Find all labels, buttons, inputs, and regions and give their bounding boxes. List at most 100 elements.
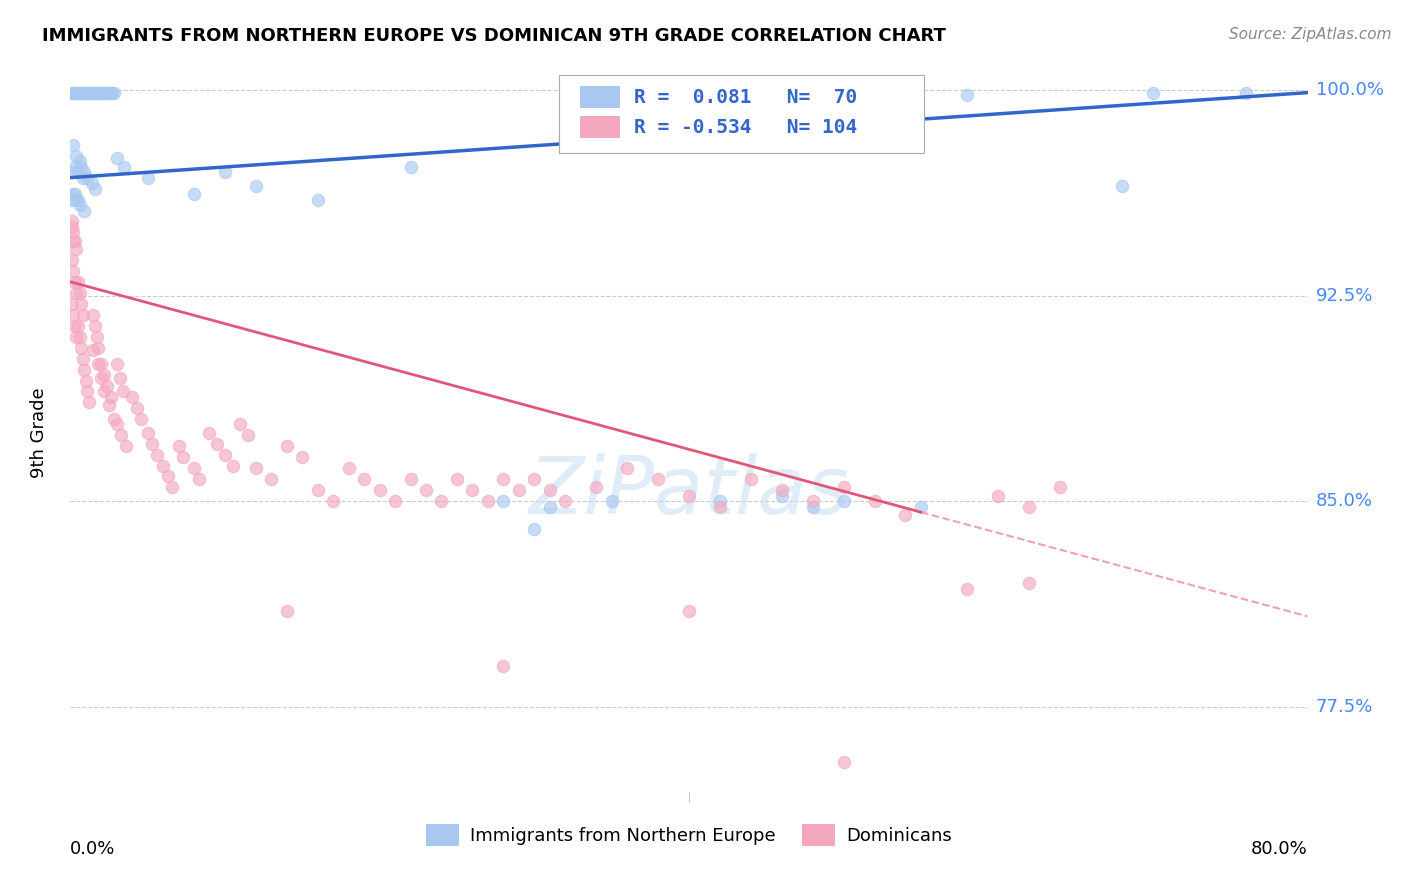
Point xyxy=(832,494,855,508)
Point xyxy=(75,374,97,388)
Point xyxy=(62,308,84,322)
Point xyxy=(446,472,468,486)
Point xyxy=(87,86,110,100)
Point xyxy=(65,285,87,300)
Point xyxy=(86,86,108,100)
Point xyxy=(291,450,314,465)
Point xyxy=(110,428,132,442)
Text: 92.5%: 92.5% xyxy=(1316,286,1374,304)
Point xyxy=(214,448,236,462)
Point xyxy=(73,203,96,218)
Point xyxy=(76,384,98,399)
Point xyxy=(70,297,93,311)
Point xyxy=(63,187,86,202)
Point xyxy=(1234,86,1257,100)
Point xyxy=(79,86,101,100)
Point xyxy=(84,181,107,195)
Point xyxy=(91,86,114,100)
Point xyxy=(93,86,115,100)
Point xyxy=(63,234,86,248)
Text: 0.0%: 0.0% xyxy=(70,840,115,858)
Point xyxy=(399,160,422,174)
Point xyxy=(1049,480,1071,494)
Text: Source: ZipAtlas.com: Source: ZipAtlas.com xyxy=(1229,27,1392,42)
Point xyxy=(70,86,93,100)
Point xyxy=(678,604,700,618)
Point xyxy=(276,439,298,453)
Point xyxy=(67,165,90,179)
Point xyxy=(65,329,87,343)
Point xyxy=(60,219,83,234)
Point xyxy=(94,86,117,100)
Point xyxy=(585,480,607,494)
Text: 77.5%: 77.5% xyxy=(1316,698,1374,715)
Point xyxy=(538,483,561,498)
Text: IMMIGRANTS FROM NORTHERN EUROPE VS DOMINICAN 9TH GRADE CORRELATION CHART: IMMIGRANTS FROM NORTHERN EUROPE VS DOMIN… xyxy=(42,27,946,45)
Point xyxy=(101,86,124,100)
Point xyxy=(678,489,700,503)
Point xyxy=(322,494,344,508)
Point xyxy=(222,458,245,473)
Point xyxy=(114,160,135,174)
Point xyxy=(98,398,120,412)
Point xyxy=(156,469,179,483)
Point xyxy=(73,362,96,376)
Point xyxy=(62,264,84,278)
Point xyxy=(229,417,252,432)
Point xyxy=(69,329,91,343)
Point xyxy=(69,154,91,169)
Point xyxy=(60,252,83,267)
Point xyxy=(600,494,623,508)
Point xyxy=(353,472,375,486)
Point xyxy=(72,86,94,100)
Point xyxy=(90,371,112,385)
Point xyxy=(86,329,108,343)
Point xyxy=(87,357,110,371)
Point xyxy=(103,86,125,100)
Point xyxy=(108,371,131,385)
Point xyxy=(477,494,499,508)
Point xyxy=(63,160,86,174)
Point xyxy=(105,357,128,371)
Point xyxy=(82,86,105,100)
Text: 85.0%: 85.0% xyxy=(1316,492,1372,510)
Point xyxy=(70,160,93,174)
Point xyxy=(73,86,96,100)
Point xyxy=(111,384,134,399)
Point xyxy=(69,198,91,212)
Point xyxy=(523,472,546,486)
Point xyxy=(709,494,731,508)
Point xyxy=(492,658,515,673)
Point xyxy=(207,436,229,450)
Point xyxy=(368,483,391,498)
Point xyxy=(538,500,561,514)
Text: 80.0%: 80.0% xyxy=(1251,840,1308,858)
Point xyxy=(198,425,221,440)
Point xyxy=(77,395,100,409)
Point xyxy=(956,582,979,596)
Point xyxy=(1142,86,1164,100)
Point xyxy=(1018,500,1040,514)
Point xyxy=(96,379,118,393)
Point xyxy=(69,285,91,300)
Point xyxy=(554,494,576,508)
Point xyxy=(770,489,793,503)
Point xyxy=(62,137,84,152)
Point xyxy=(72,308,94,322)
Point xyxy=(76,86,98,100)
Point xyxy=(430,494,453,508)
Point xyxy=(96,86,118,100)
Point xyxy=(62,234,84,248)
Point xyxy=(384,494,406,508)
Point xyxy=(523,522,546,536)
Point xyxy=(167,439,190,453)
Point xyxy=(307,483,329,498)
Point xyxy=(125,401,148,415)
Point xyxy=(770,483,793,498)
Point xyxy=(98,86,120,100)
Point xyxy=(238,428,260,442)
Point xyxy=(63,86,86,100)
Point xyxy=(90,86,112,100)
Point xyxy=(73,165,96,179)
Point xyxy=(337,461,360,475)
